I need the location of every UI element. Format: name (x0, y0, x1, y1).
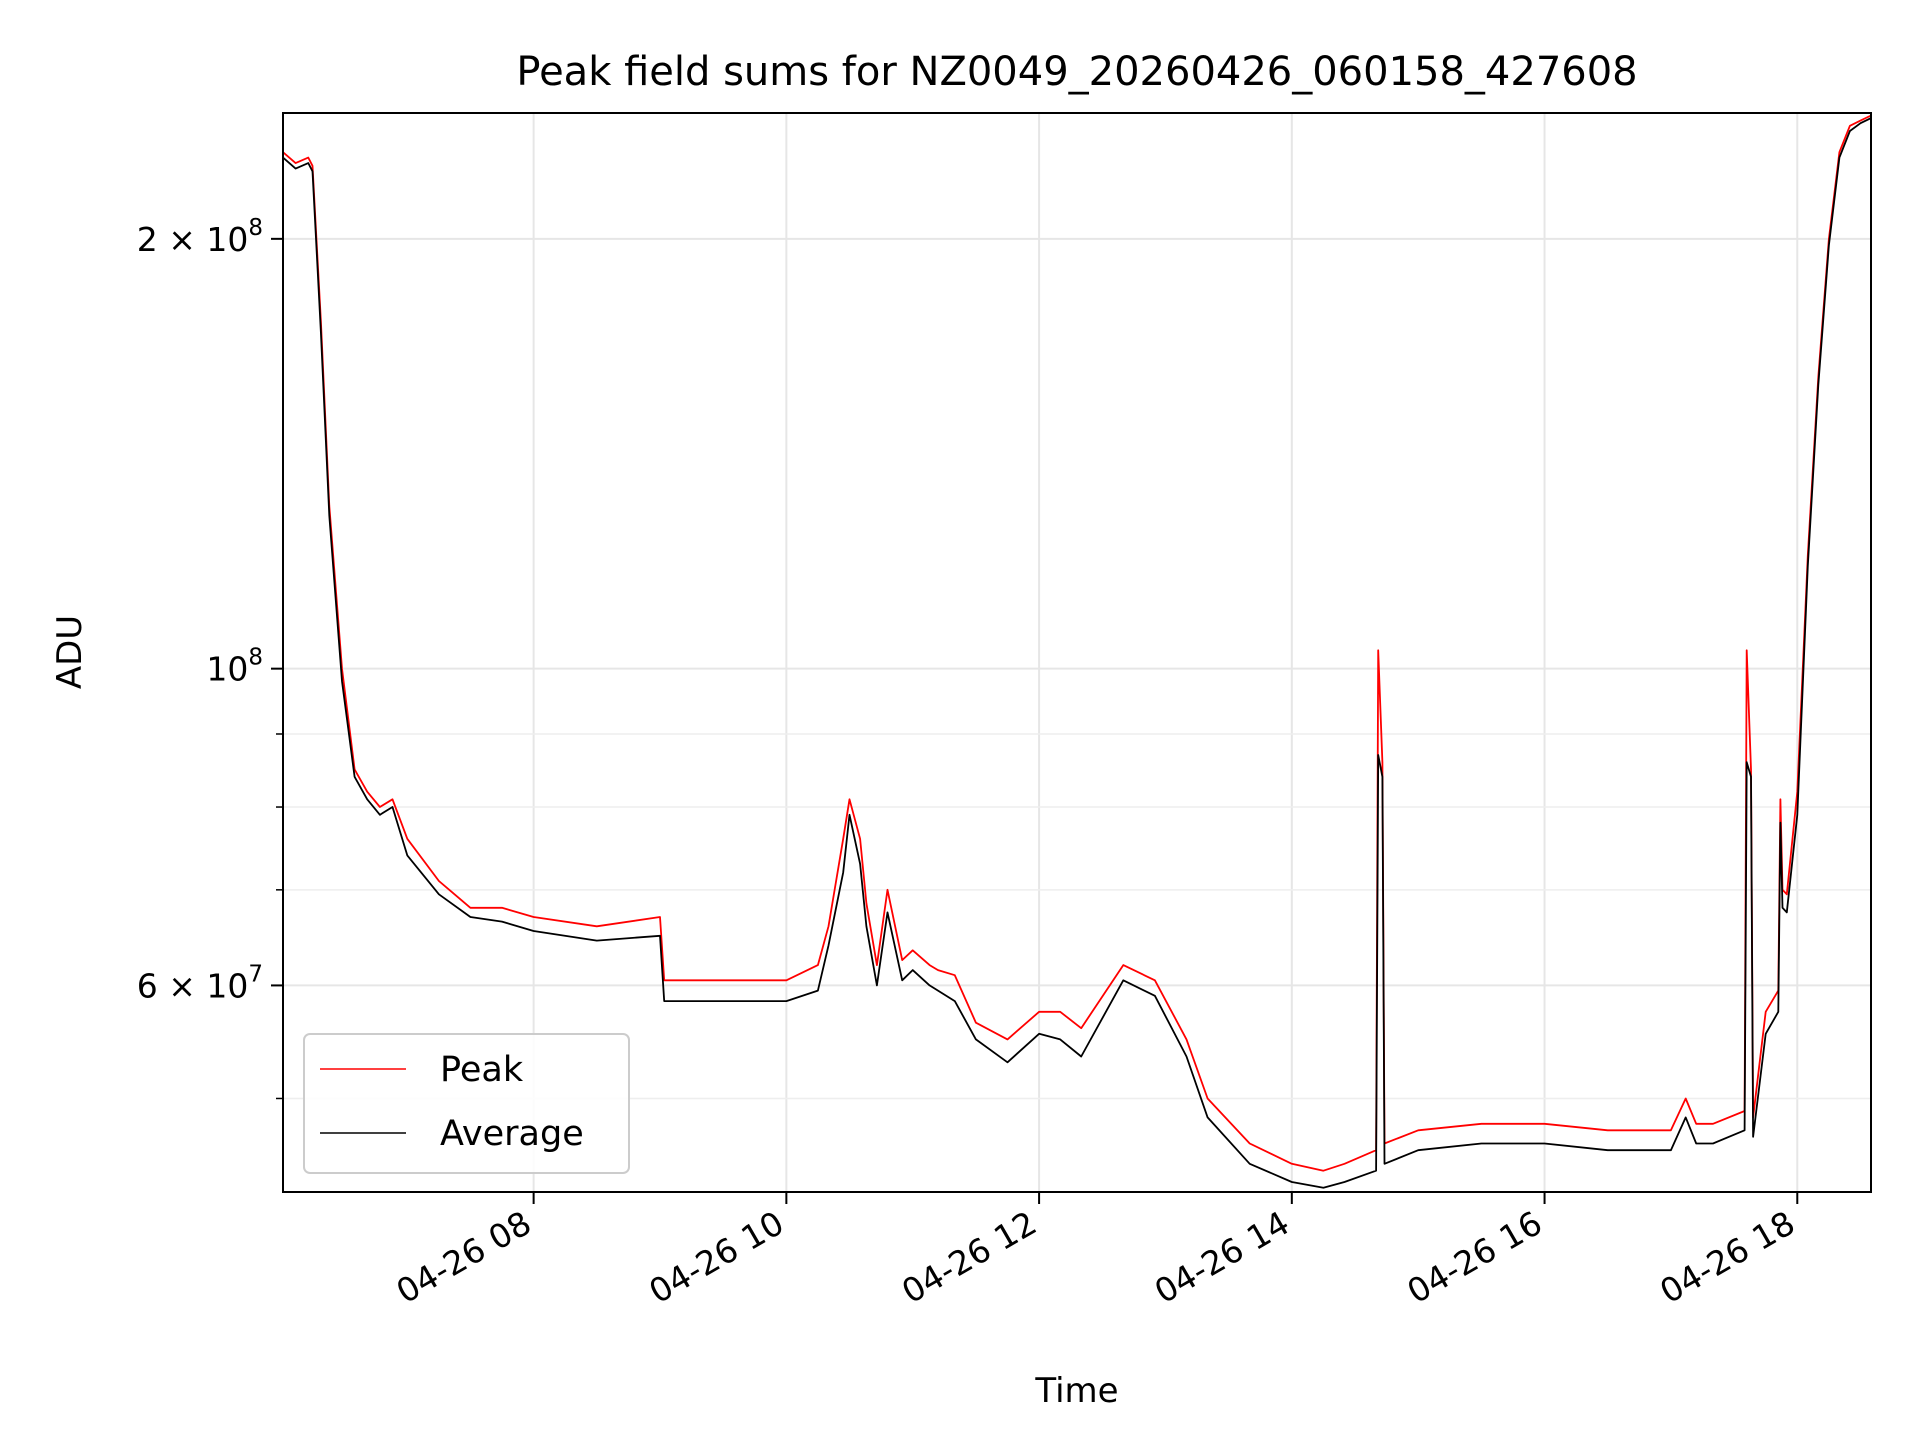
y-axis: 2 × 108 108 6 × 107 (137, 215, 283, 1100)
legend: Peak Average (303, 1033, 630, 1174)
series-line-average (283, 117, 1871, 1189)
legend-label-average: Average (440, 1114, 584, 1154)
chart-title: Peak field sums for NZ0049_20260426_0601… (516, 49, 1637, 95)
y-tick-label: 6 × 107 (137, 961, 263, 1005)
legend-label-peak: Peak (440, 1050, 524, 1090)
x-axis-label: Time (1034, 1371, 1118, 1411)
plot-frame (282, 112, 1872, 1193)
y-tick-label: 2 × 108 (137, 215, 263, 259)
grid-lines (283, 113, 1871, 1192)
y-axis-label: ADU (50, 615, 90, 689)
series-line-peak (283, 114, 1871, 1172)
y-tick-label: 108 (206, 645, 263, 689)
series-layer (283, 114, 1871, 1189)
